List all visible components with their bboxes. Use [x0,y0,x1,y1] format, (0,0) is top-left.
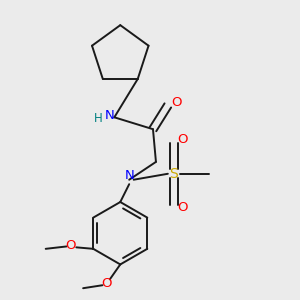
Text: O: O [177,133,187,146]
Text: O: O [171,96,181,109]
Text: H: H [94,112,102,125]
Text: N: N [105,109,115,122]
Text: O: O [66,239,76,252]
Text: O: O [177,202,187,214]
Text: S: S [169,167,178,181]
Text: N: N [124,169,134,182]
Text: O: O [102,277,112,290]
